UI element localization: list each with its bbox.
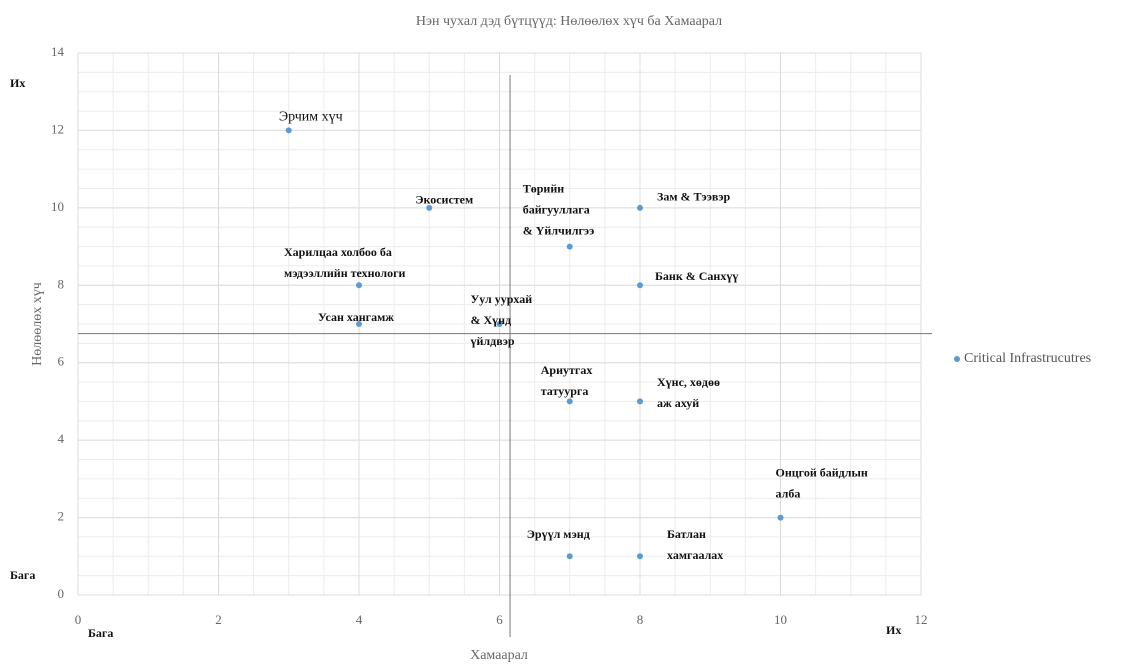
data-label: & Хүнд [471, 313, 512, 327]
data-label: байгууллага [523, 202, 590, 216]
annotation: Их [886, 623, 901, 637]
chart-title: Нэн чухал дэд бүтцүүд: Нөлөөлөх хүч ба Х… [416, 14, 722, 29]
data-label: мэдээллийн технологи [284, 266, 406, 280]
point [637, 398, 643, 405]
data-label: Эрчим хүч [279, 110, 343, 125]
data-label: Банк & Санхүү [655, 269, 738, 283]
y-tick-label: 10 [51, 199, 64, 214]
data-label: Эрүүл мэнд [527, 527, 590, 541]
annotation: Бага [88, 626, 113, 640]
data-label: үйлдвэр [471, 334, 515, 348]
data-label: Экосистем [415, 193, 473, 207]
y-tick-label: 4 [58, 431, 65, 446]
data-label: Ариутгах [541, 363, 593, 377]
data-label: алба [776, 486, 801, 500]
x-tick-label: 2 [215, 612, 222, 627]
x-tick-label: 4 [356, 612, 363, 627]
y-tick-label: 8 [58, 276, 65, 291]
data-label: Хүнс, хөдөө [657, 375, 720, 389]
x-tick-label: 6 [496, 612, 503, 627]
y-tick-label: 0 [58, 586, 65, 601]
x-tick-label: 12 [915, 612, 928, 627]
point [566, 553, 573, 560]
legend-label: Critical Infrastrucutres [964, 351, 1091, 366]
y-tick-label: 12 [51, 121, 64, 136]
data-label: татуурга [541, 384, 589, 398]
annotation: Бага [10, 568, 35, 582]
x-axis-label: Хамаарал [470, 648, 528, 663]
y-tick-label: 14 [51, 44, 65, 59]
point [637, 204, 643, 211]
x-tick-label: 8 [637, 612, 644, 627]
x-tick-label: 10 [774, 612, 787, 627]
data-label: & Үйлчилгээ [523, 223, 595, 237]
point [777, 514, 784, 521]
data-label: аж ахуй [657, 396, 699, 410]
data-label: Харилцаа холбоо ба [284, 245, 392, 259]
legend-marker [954, 356, 960, 362]
data-label: Батлан [667, 527, 706, 541]
data-label: хамгаалах [667, 548, 723, 562]
y-tick-label: 2 [58, 509, 65, 524]
point [637, 282, 643, 289]
point [356, 321, 362, 327]
point [566, 398, 573, 405]
point [637, 553, 643, 560]
point [426, 204, 433, 211]
data-label: Онцгой байдлын [776, 465, 868, 479]
data-label: Уул уурхай [471, 292, 533, 306]
data-label: Төрийн [523, 181, 565, 195]
y-axis-label: Нөлөөлөх хүч [30, 282, 45, 366]
point [566, 243, 573, 250]
x-tick-label: 0 [75, 612, 82, 627]
annotation: Их [10, 76, 25, 90]
data-label: Усан хангамж [318, 310, 394, 324]
point [285, 127, 292, 134]
point [496, 321, 503, 327]
point [356, 282, 362, 289]
y-tick-label: 6 [58, 354, 65, 369]
data-label: Зам & Тээвэр [657, 190, 731, 204]
